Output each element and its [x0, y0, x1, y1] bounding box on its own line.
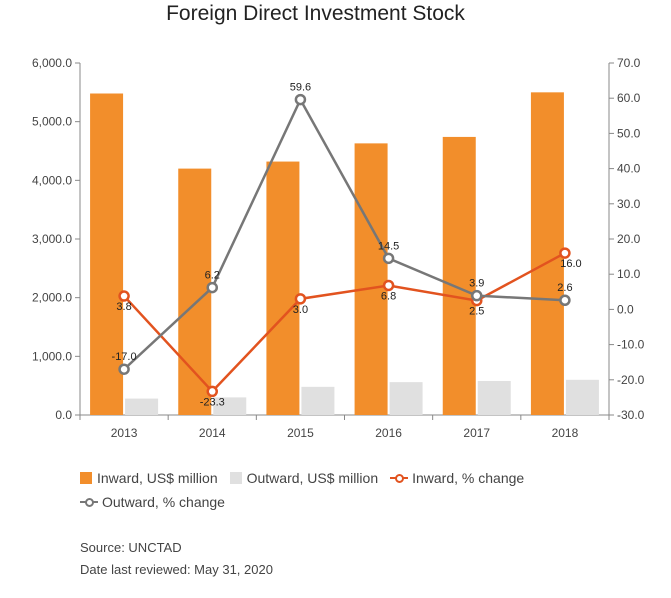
x-tick-label: 2018 — [552, 426, 579, 440]
point-outward-change — [559, 294, 571, 306]
y-left-tick-label: 0.0 — [55, 408, 72, 422]
y-right-tick-label: 70.0 — [617, 56, 641, 70]
y-right-tick-label: 50.0 — [617, 126, 641, 140]
y-right-tick-label: -10.0 — [617, 338, 645, 352]
y-right-tick-label: 0.0 — [617, 302, 634, 316]
bar-outward — [389, 382, 423, 415]
point-inward-change — [559, 247, 571, 259]
chart-legend: Inward, US$ million Outward, US$ million… — [80, 466, 620, 514]
line-outward-change — [123, 96, 565, 371]
point-outward-change — [382, 252, 395, 265]
y-right-tick-label: 30.0 — [617, 197, 641, 211]
legend-swatch — [390, 472, 409, 484]
legend-label: Outward, % change — [102, 494, 225, 510]
data-label-outward-change: 6.2 — [205, 270, 220, 282]
bar-outward — [125, 398, 159, 415]
point-inward-change — [294, 293, 307, 305]
point-outward-change — [118, 363, 130, 375]
y-right-tick-label: -30.0 — [617, 408, 645, 422]
chart-title: Foreign Direct Investment Stock — [166, 2, 465, 25]
data-label-inward-change: -23.3 — [200, 396, 225, 408]
y-left-tick-label: 4,000.0 — [32, 173, 72, 187]
y-left-tick-label: 3,000.0 — [32, 232, 72, 246]
review-date: Date last reviewed: May 31, 2020 — [80, 562, 273, 577]
x-tick-label: 2014 — [199, 426, 226, 440]
y-right-tick-label: 40.0 — [617, 162, 641, 176]
legend-swatch — [80, 496, 98, 508]
x-tick-label: 2015 — [287, 426, 314, 440]
bar-inward — [442, 136, 476, 416]
point-outward-change — [471, 289, 483, 302]
legend-label: Inward, % change — [412, 470, 525, 486]
x-tick-label: 2017 — [463, 426, 490, 440]
y-left-tick-label: 5,000.0 — [32, 115, 72, 129]
bar-outward — [565, 379, 599, 415]
point-inward-change — [118, 290, 130, 302]
data-label-inward-change: 3.0 — [293, 304, 308, 316]
y-left-tick-label: 6,000.0 — [32, 56, 72, 70]
legend-label: Inward, US$ million — [97, 470, 218, 486]
data-label-inward-change: 16.0 — [560, 258, 581, 270]
x-tick-label: 2013 — [111, 426, 138, 440]
legend-swatch — [80, 472, 92, 484]
bar-inward — [530, 92, 564, 415]
data-label-inward-change: 6.8 — [381, 290, 396, 302]
bar-outward — [477, 380, 511, 415]
y-right-tick-label: 60.0 — [617, 91, 641, 105]
legend-item-outward-usd[interactable]: Outward, US$ million — [229, 470, 379, 486]
chart-plot: 0.0 1,000.0 2,000.0 3,000.0 4,000.0 5,000.0 6,… — [32, 56, 645, 440]
y-right-tick-label: 10.0 — [617, 267, 641, 281]
point-inward-change — [206, 385, 218, 398]
legend-item-inward-usd[interactable]: Inward, US$ million — [80, 470, 218, 486]
bar-inward — [90, 93, 124, 416]
data-label-outward-change: 59.6 — [290, 82, 311, 94]
bar-inward — [354, 143, 388, 415]
data-label-outward-change: -17.0 — [112, 351, 137, 363]
data-label-inward-change: 2.5 — [469, 306, 484, 318]
line-inward-change — [123, 251, 566, 394]
x-tick-label: 2016 — [375, 426, 402, 440]
data-label-outward-change: 3.9 — [469, 278, 484, 290]
legend-item-outward-change[interactable]: Outward, % change — [80, 494, 225, 510]
legend-label: Outward, US$ million — [246, 470, 379, 486]
bar-outward — [213, 397, 247, 415]
source-note: Source: UNCTAD — [80, 540, 182, 555]
y-right-tick-label: -20.0 — [617, 373, 645, 387]
point-outward-change — [206, 281, 218, 294]
y-left-tick-label: 2,000.0 — [32, 291, 72, 305]
y-left-tick-label: 1,000.0 — [32, 349, 72, 363]
data-label-outward-change: 14.5 — [378, 240, 399, 252]
bar-outward — [301, 386, 335, 415]
point-outward-change — [294, 93, 307, 106]
data-label-inward-change: 3.8 — [116, 301, 131, 313]
legend-swatch — [229, 472, 242, 484]
point-inward-change — [382, 279, 395, 292]
legend-item-inward-change[interactable]: Inward, % change — [390, 470, 524, 486]
bar-inward — [266, 161, 300, 415]
y-right-tick-label: 20.0 — [617, 232, 641, 246]
data-label-outward-change: 2.6 — [557, 282, 572, 294]
chart-footer: Source: UNCTAD Date last reviewed: May 3… — [80, 537, 273, 581]
